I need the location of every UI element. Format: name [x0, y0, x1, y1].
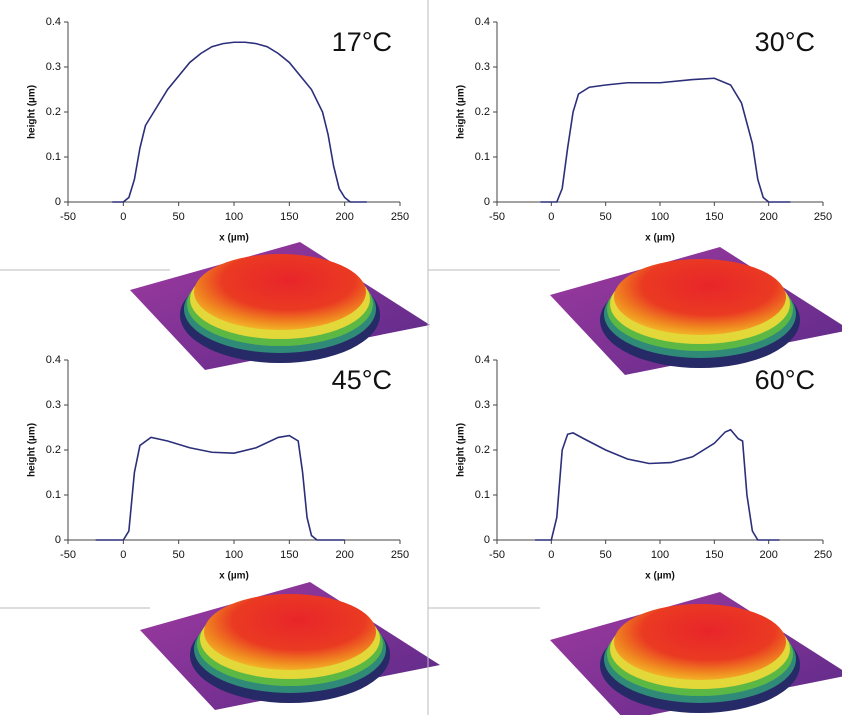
y-tick-label: 0.1: [46, 489, 61, 501]
data-line: [540, 78, 790, 202]
x-axis-label: x (µm): [219, 571, 249, 582]
y-tick-label: 0.2: [475, 106, 490, 118]
x-tick-label: 200: [335, 549, 353, 561]
chart-title: 17°C: [332, 27, 392, 57]
x-tick-label: -50: [60, 211, 76, 223]
x-tick-label: 50: [600, 211, 612, 223]
surface-3d: [550, 247, 842, 375]
surface-renderings: [130, 242, 842, 715]
y-tick-label: 0: [484, 196, 490, 208]
y-tick-label: 0: [55, 534, 61, 546]
x-tick-label: 150: [705, 211, 723, 223]
chart-title: 45°C: [332, 365, 392, 395]
x-tick-label: 250: [814, 211, 832, 223]
x-tick-label: 200: [759, 549, 777, 561]
x-tick-label: 100: [651, 549, 669, 561]
x-tick-label: 250: [391, 549, 409, 561]
y-tick-label: 0.4: [46, 16, 61, 28]
x-tick-label: 100: [225, 549, 243, 561]
y-tick-label: 0.4: [46, 354, 61, 366]
x-tick-label: -50: [489, 549, 505, 561]
data-line: [535, 430, 780, 540]
x-tick-label: 0: [120, 549, 126, 561]
y-tick-label: 0.3: [475, 399, 490, 411]
y-tick-label: 0: [55, 196, 61, 208]
x-tick-label: 50: [173, 211, 185, 223]
figure: 0 0.1 0.2 0.3 0.4 -50 0 50 100 150 200 250 x (µm) hei…: [0, 0, 842, 715]
x-axis-label: x (µm): [219, 233, 249, 244]
x-tick-label: 150: [280, 549, 298, 561]
x-tick-label: -50: [489, 211, 505, 223]
x-axis-label: x (µm): [645, 571, 675, 582]
chart-panel: 0 0.1 0.2 0.3 0.4 -50 0 50 100 150 200 250 x (µm) hei…: [456, 354, 833, 582]
y-axis-label: height (µm): [456, 423, 467, 477]
data-line: [112, 42, 367, 202]
x-tick-label: 250: [391, 211, 409, 223]
surface-3d: [550, 592, 842, 715]
x-tick-label: 100: [651, 211, 669, 223]
x-tick-label: 50: [600, 549, 612, 561]
y-axis-label: height (µm): [27, 423, 38, 477]
y-tick-label: 0.4: [475, 354, 490, 366]
data-line: [96, 436, 345, 540]
y-tick-label: 0.4: [475, 16, 490, 28]
x-tick-label: -50: [60, 549, 76, 561]
y-tick-label: 0.1: [475, 489, 490, 501]
x-tick-label: 150: [280, 211, 298, 223]
x-tick-label: 200: [335, 211, 353, 223]
surface-3d: [130, 242, 430, 370]
x-tick-label: 150: [705, 549, 723, 561]
x-tick-label: 200: [759, 211, 777, 223]
y-tick-label: 0.2: [46, 106, 61, 118]
y-tick-label: 0: [484, 534, 490, 546]
y-axis-label: height (µm): [27, 85, 38, 139]
y-tick-label: 0.3: [46, 399, 61, 411]
x-tick-label: 0: [548, 211, 554, 223]
y-tick-label: 0.1: [46, 151, 61, 163]
chart-panel: 0 0.1 0.2 0.3 0.4 -50 0 50 100 150 200 250 x (µm) hei…: [27, 16, 410, 244]
surface-3d: [140, 582, 440, 710]
x-tick-label: 0: [120, 211, 126, 223]
y-tick-label: 0.3: [475, 61, 490, 73]
y-tick-label: 0.1: [475, 151, 490, 163]
x-tick-label: 0: [548, 549, 554, 561]
chart-title: 30°C: [755, 27, 815, 57]
y-tick-label: 0.3: [46, 61, 61, 73]
chart-panel: 0 0.1 0.2 0.3 0.4 -50 0 50 100 150 200 250 x (µm) hei…: [456, 16, 833, 244]
x-tick-label: 50: [173, 549, 185, 561]
x-axis-label: x (µm): [645, 233, 675, 244]
x-tick-label: 100: [225, 211, 243, 223]
chart-panel: 0 0.1 0.2 0.3 0.4 -50 0 50 100 150 200 250 x (µm) hei…: [27, 354, 410, 582]
y-tick-label: 0.2: [46, 444, 61, 456]
x-tick-label: 250: [814, 549, 832, 561]
y-tick-label: 0.2: [475, 444, 490, 456]
y-axis-label: height (µm): [456, 85, 467, 139]
chart-title: 60°C: [755, 365, 815, 395]
